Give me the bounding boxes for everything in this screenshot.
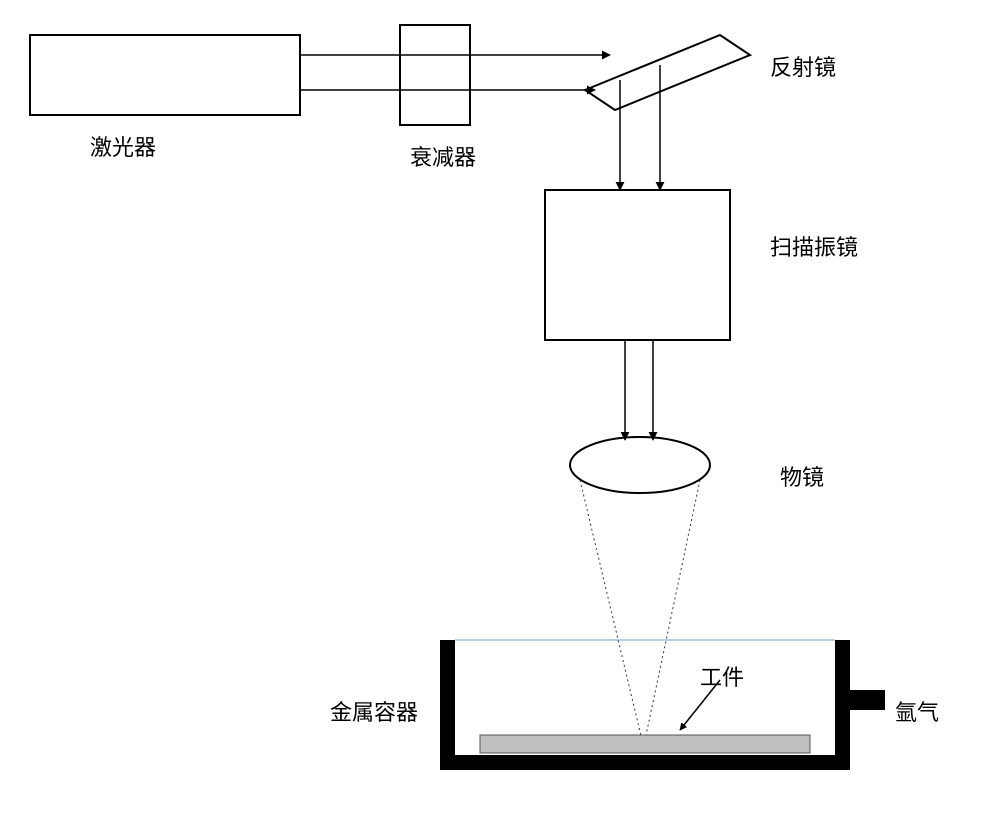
diagram-svg	[0, 0, 1000, 816]
label-galvo: 扫描振镜	[770, 230, 858, 262]
label-container: 金属容器	[330, 695, 418, 727]
diagram-stage: 激光器 衰减器 反射镜 扫描振镜 物镜 金属容器 工件 氩气	[0, 0, 1000, 816]
galvo-box	[545, 190, 730, 340]
attenuator-box	[400, 25, 470, 125]
focus-right	[645, 480, 700, 740]
objective-lens	[570, 437, 710, 493]
label-workpiece: 工件	[700, 660, 744, 692]
label-laser: 激光器	[90, 130, 156, 162]
focus-left	[580, 480, 642, 740]
workpiece-rect	[480, 735, 810, 753]
mirror-shape	[585, 35, 750, 110]
label-attenuator: 衰减器	[410, 140, 476, 172]
laser-box	[30, 35, 300, 115]
argon-port	[850, 690, 885, 710]
label-argon: 氩气	[895, 695, 939, 727]
label-objective: 物镜	[780, 460, 824, 492]
label-mirror: 反射镜	[770, 50, 836, 82]
